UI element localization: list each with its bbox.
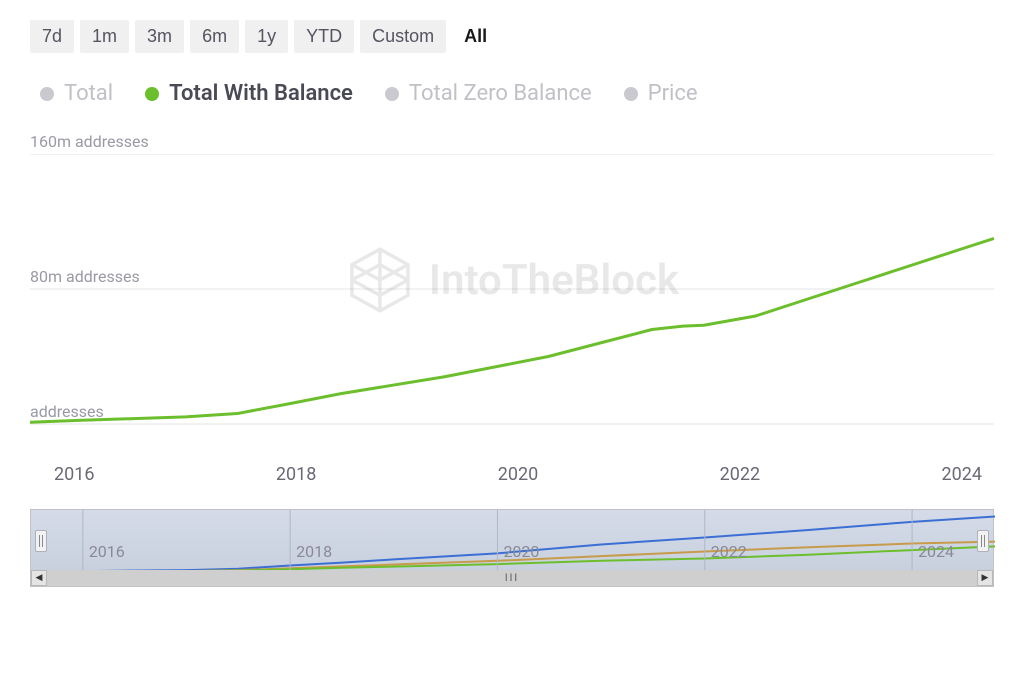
legend-label: Price [648, 81, 698, 106]
x-axis-tick-label: 2016 [54, 464, 94, 485]
time-range-1m[interactable]: 1m [80, 20, 129, 53]
legend-dot-icon [40, 87, 54, 101]
overview-x-tick-label: 2022 [711, 542, 747, 561]
x-axis-tick-label: 2018 [276, 464, 316, 485]
scroll-right-arrow[interactable]: ▶ [977, 570, 993, 586]
y-axis-tick-label: addresses [30, 402, 104, 421]
main-chart: IntoTheBlock 160m addresses80m addresses… [30, 154, 994, 454]
overview-x-tick-label: 2018 [296, 542, 332, 561]
scroll-left-arrow[interactable]: ◀ [31, 570, 47, 586]
x-axis-tick-label: 2022 [720, 464, 760, 485]
time-range-1y[interactable]: 1y [245, 20, 288, 53]
main-chart-svg [30, 154, 994, 454]
overview-range-chart[interactable]: 2016 2018 2020 2022 2024 ◀ III ▶ [30, 509, 994, 587]
overview-chart-svg [31, 510, 995, 572]
legend-item-total[interactable]: Total [40, 81, 113, 106]
legend-dot-icon [145, 87, 159, 101]
legend-label: Total [64, 81, 113, 106]
legend-item-total-zero-balance[interactable]: Total Zero Balance [385, 81, 592, 106]
time-range-7d[interactable]: 7d [30, 20, 74, 53]
time-range-ytd[interactable]: YTD [294, 20, 354, 53]
overview-x-tick-label: 2024 [918, 542, 954, 561]
scroll-track[interactable]: III [47, 570, 977, 586]
legend-label: Total Zero Balance [409, 81, 592, 106]
time-range-all[interactable]: All [452, 20, 499, 53]
legend-label: Total With Balance [169, 81, 353, 106]
range-handle-left[interactable] [35, 530, 47, 552]
legend-item-price[interactable]: Price [624, 81, 698, 106]
overview-x-tick-label: 2016 [89, 542, 125, 561]
y-axis-tick-label: 160m addresses [30, 132, 149, 151]
range-handle-right[interactable] [977, 530, 989, 552]
overview-scrollbar[interactable]: ◀ III ▶ [31, 570, 993, 586]
x-axis-tick-label: 2024 [942, 464, 982, 485]
y-axis-tick-label: 80m addresses [30, 267, 140, 286]
x-axis-labels: 2016 2018 2020 2022 2024 [30, 458, 994, 485]
legend-dot-icon [624, 87, 638, 101]
overview-x-tick-label: 2020 [503, 542, 539, 561]
legend-dot-icon [385, 87, 399, 101]
time-range-selector: 7d1m3m6m1yYTDCustomAll [30, 20, 994, 53]
time-range-3m[interactable]: 3m [135, 20, 184, 53]
x-axis-tick-label: 2020 [498, 464, 538, 485]
time-range-6m[interactable]: 6m [190, 20, 239, 53]
legend-item-total-with-balance[interactable]: Total With Balance [145, 81, 353, 106]
time-range-custom[interactable]: Custom [360, 20, 446, 53]
chart-legend: Total Total With Balance Total Zero Balanc… [30, 81, 994, 106]
